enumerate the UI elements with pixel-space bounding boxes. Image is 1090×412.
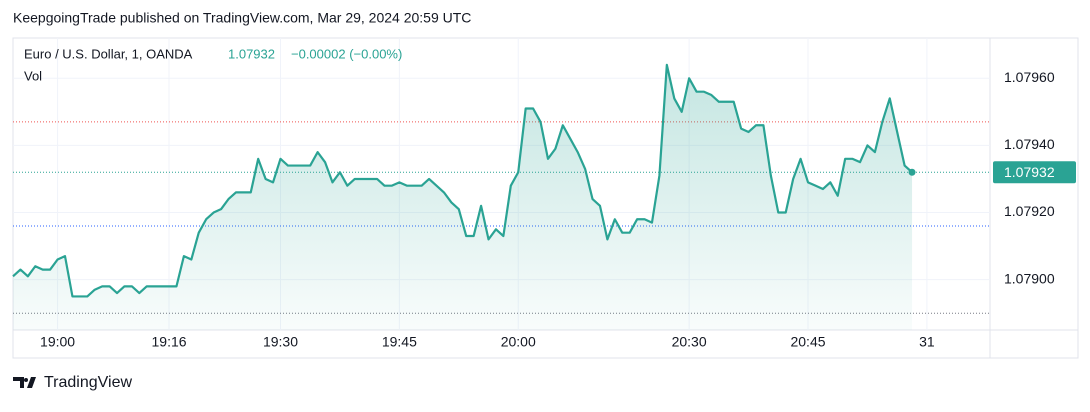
y-tick-label: 1.07900 bbox=[1004, 270, 1055, 286]
x-tick-label: 31 bbox=[919, 334, 935, 350]
x-tick-label: 20:00 bbox=[501, 334, 536, 350]
panel-border bbox=[12, 37, 1079, 359]
brand: TradingView bbox=[44, 374, 132, 391]
price-line-series bbox=[12, 63, 913, 298]
x-tick-label: 20:30 bbox=[672, 334, 707, 350]
symbol: Euro / U.S. Dollar, 1, OANDA bbox=[24, 46, 193, 61]
x-tick-label: 19:30 bbox=[263, 334, 298, 350]
publish-note: KeepgoingTrade published on TradingView.… bbox=[13, 10, 471, 26]
x-tick-label: 19:16 bbox=[152, 334, 187, 350]
area-fill bbox=[13, 64, 913, 330]
x-tick-label: 19:45 bbox=[382, 334, 417, 350]
y-tick-label: 1.07940 bbox=[1004, 136, 1055, 152]
y-tick-label: 1.07920 bbox=[1004, 203, 1055, 219]
plot bbox=[12, 63, 916, 330]
price-badge bbox=[993, 161, 1076, 184]
x-tick-label: 19:00 bbox=[40, 334, 75, 350]
volume-label: Vol bbox=[24, 68, 42, 83]
legend-change: −0.00002 (−0.00%) bbox=[291, 46, 402, 61]
y-tick-label: 1.07960 bbox=[1004, 69, 1055, 85]
brand-logo bbox=[13, 377, 36, 388]
price-badge-label: 1.07932 bbox=[1004, 164, 1055, 180]
legend-price: 1.07932 bbox=[228, 46, 275, 61]
x-tick-label: 20:45 bbox=[790, 334, 825, 350]
last-point bbox=[908, 168, 916, 176]
